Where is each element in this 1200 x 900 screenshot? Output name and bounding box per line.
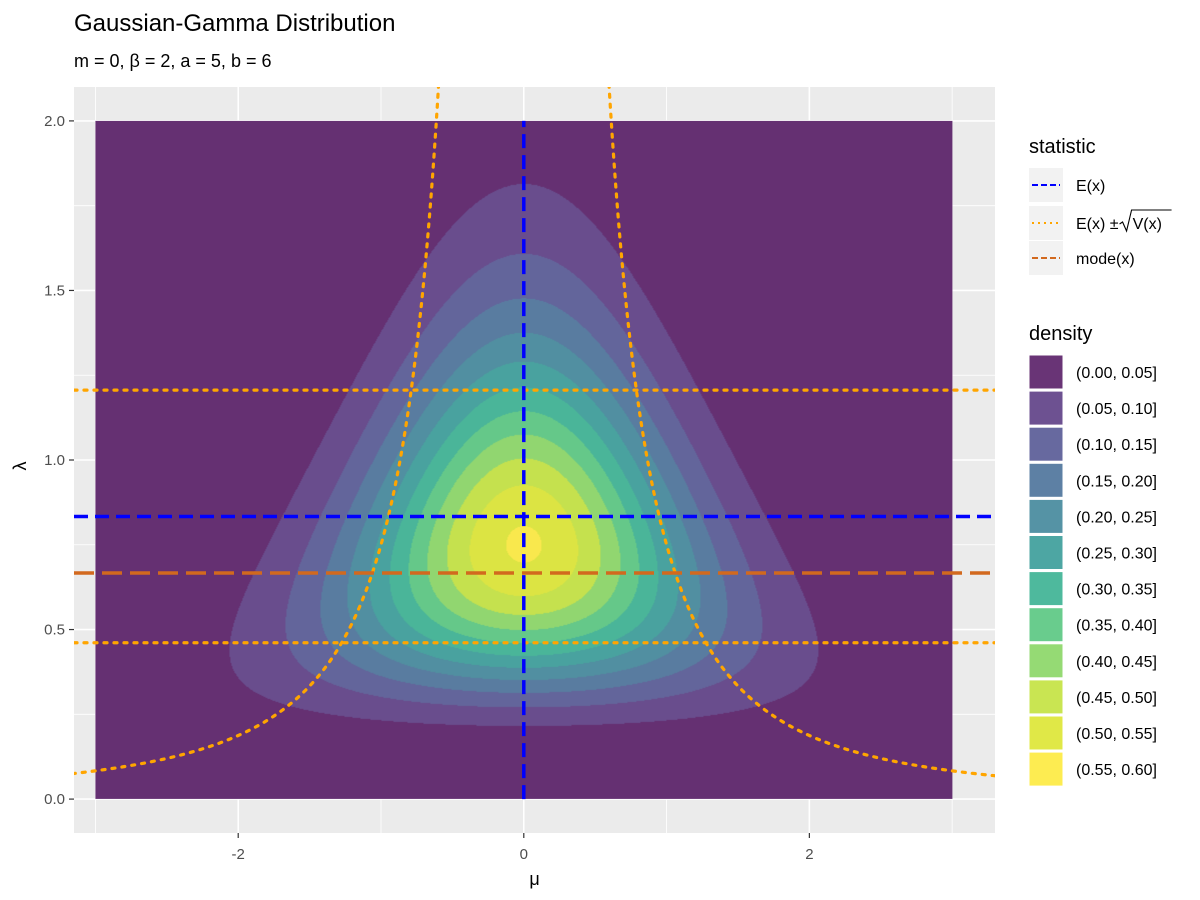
- legend-density-label: (0.20, 0.25]: [1076, 509, 1157, 526]
- y-tick-label: 1.5: [44, 282, 65, 299]
- x-axis-title: μ: [529, 869, 539, 889]
- legend-statistic-title: statistic: [1029, 136, 1096, 158]
- legend-density-label: (0.55, 0.60]: [1076, 762, 1157, 779]
- legend-density-swatch: [1028, 498, 1064, 534]
- legend-statistic-label: mode(x): [1076, 251, 1135, 268]
- legend-density-swatch: [1028, 679, 1064, 715]
- legend-density-swatch: [1028, 462, 1064, 498]
- legend-density-label: (0.45, 0.50]: [1076, 690, 1157, 707]
- legend-density-label: (0.05, 0.10]: [1076, 401, 1157, 418]
- chart-title: Gaussian-Gamma Distribution: [74, 10, 395, 37]
- legend-density-label: (0.50, 0.55]: [1076, 726, 1157, 743]
- legend-density-swatch: [1028, 426, 1064, 462]
- x-tick-label: 0: [520, 846, 528, 863]
- y-tick-label: 1.0: [44, 452, 65, 469]
- legend-density-swatch: [1028, 751, 1064, 787]
- plot-panel: -2 0 2 0.0 0.5 1.0 1.5 2.0 μ λ: [10, 87, 995, 889]
- x-tick-label: 2: [805, 846, 813, 863]
- x-tick-label: -2: [232, 846, 245, 863]
- legend-density-label: (0.00, 0.05]: [1076, 365, 1157, 382]
- legend-density-swatch: [1028, 715, 1064, 751]
- y-tick-label: 0.0: [44, 791, 65, 808]
- legend-density-swatch: [1028, 354, 1064, 390]
- mu-sd-curve-right: [607, 87, 995, 778]
- legends: statistic E(x) E(x) ± V(x) mode(x) density (0…: [1028, 136, 1172, 787]
- statistic-lines: [74, 87, 995, 800]
- chart-subtitle: m = 0, β = 2, a = 5, b = 6: [74, 51, 271, 71]
- legend-density-label: (0.30, 0.35]: [1076, 582, 1157, 599]
- legend-density-label: (0.40, 0.45]: [1076, 654, 1157, 671]
- y-axis-title: λ: [10, 462, 30, 471]
- legend-statistic-label: E(x): [1076, 178, 1105, 195]
- legend-density-label: (0.25, 0.30]: [1076, 546, 1157, 563]
- legend-density-swatch: [1028, 571, 1064, 607]
- y-tick-label: 2.0: [44, 113, 65, 130]
- y-tick-label: 0.5: [44, 622, 65, 639]
- legend-density-swatch: [1028, 535, 1064, 570]
- legend-density-label: (0.35, 0.40]: [1076, 618, 1157, 635]
- legend-density-swatch: [1028, 390, 1064, 426]
- legend-statistic-label: E(x) ±: [1076, 216, 1119, 233]
- axes: -2 0 2 0.0 0.5 1.0 1.5 2.0 μ λ: [10, 113, 814, 889]
- legend-density-label: (0.15, 0.20]: [1076, 473, 1157, 490]
- legend-statistic-label-sqrt: V(x): [1133, 216, 1162, 233]
- legend-density-swatch: [1028, 643, 1064, 679]
- sqrt-sign-icon: [1119, 209, 1172, 233]
- legend-density-title: density: [1029, 323, 1092, 345]
- legend-density-label: (0.10, 0.15]: [1076, 437, 1157, 454]
- legend-density-swatch: [1028, 607, 1064, 643]
